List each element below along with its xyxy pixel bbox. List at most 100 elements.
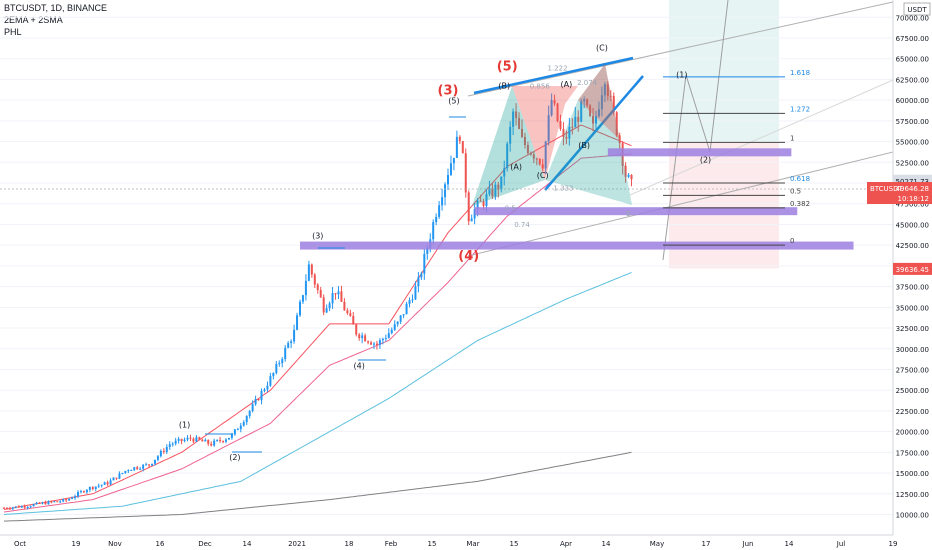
x-tick-label: Dec: [198, 540, 212, 548]
candle: [106, 480, 109, 487]
candle-body: [195, 437, 198, 442]
candle-body: [322, 297, 325, 313]
candle: [275, 361, 278, 375]
candle: [17, 505, 20, 508]
y-tick-label: 55000.00: [896, 139, 929, 147]
candle: [600, 86, 603, 117]
candle-body: [571, 126, 574, 128]
candle: [284, 345, 287, 362]
candle: [254, 395, 257, 406]
candle: [290, 339, 293, 349]
candle: [461, 140, 464, 154]
candle: [455, 130, 458, 158]
y-tick-label: 67500.00: [896, 35, 929, 43]
candle-body: [358, 334, 361, 339]
x-tick-label: Jul: [836, 540, 846, 548]
ratio-label: 1.222: [547, 64, 567, 72]
y-tick-label: 25000.00: [896, 387, 929, 395]
candle: [500, 176, 503, 193]
candle: [310, 263, 313, 278]
candle: [375, 340, 378, 350]
candle-body: [393, 324, 396, 330]
y-tick-label: 37500.00: [896, 284, 929, 292]
ema-fast-line: [3, 124, 632, 510]
candle: [127, 469, 130, 474]
candle-body: [159, 450, 162, 457]
candle-body: [547, 115, 550, 142]
candle: [597, 101, 600, 118]
candle: [378, 338, 381, 349]
candle: [20, 505, 23, 508]
candle: [432, 219, 435, 245]
candle: [595, 110, 597, 131]
wave-label: (3): [312, 232, 323, 241]
candle-body: [384, 337, 387, 340]
candle-body: [201, 439, 204, 442]
fib-level-label: 0: [790, 237, 794, 245]
candle: [269, 372, 272, 387]
candle-body: [319, 289, 322, 298]
candle-body: [378, 340, 381, 345]
candle: [198, 436, 201, 441]
candle: [266, 381, 269, 393]
indicators-label[interactable]: 2EMA + 2SMA: [4, 15, 63, 25]
candle: [387, 328, 390, 339]
candle: [364, 333, 367, 342]
candle: [562, 122, 565, 146]
candle: [159, 449, 162, 458]
candle: [85, 488, 88, 494]
y-tick-label: 47500.00: [896, 201, 929, 209]
candle: [390, 327, 393, 335]
candle: [189, 434, 192, 441]
support-zone: [300, 241, 854, 250]
candle-body: [94, 486, 97, 490]
candle-body: [615, 112, 618, 136]
candle-body: [423, 253, 426, 274]
candle-body: [148, 464, 151, 466]
candle: [583, 96, 586, 109]
candle: [278, 360, 281, 367]
low-price-tag: [893, 262, 932, 275]
candle-body: [145, 464, 148, 466]
wave-label-major: (5): [497, 59, 518, 74]
candle: [77, 490, 79, 499]
candle-body: [65, 499, 68, 501]
candle: [414, 281, 417, 300]
candle-body: [592, 115, 595, 124]
candle-body: [600, 95, 603, 110]
candle: [59, 500, 62, 503]
candle: [328, 301, 331, 311]
background-layer: [669, 0, 779, 269]
symbol-title[interactable]: BTCUSDT, 1D, BINANCE: [4, 3, 108, 13]
candle: [251, 400, 254, 413]
candle-body: [447, 175, 449, 185]
candle: [399, 315, 402, 325]
x-tick-label: 15: [428, 540, 437, 548]
candle-body: [189, 437, 192, 439]
candle: [156, 455, 159, 462]
candle: [5, 507, 8, 510]
candle: [301, 294, 304, 304]
candle-body: [53, 501, 56, 503]
candle: [449, 155, 452, 176]
candle: [447, 168, 449, 190]
candle-body: [556, 103, 559, 122]
x-tick-label: 14: [602, 540, 611, 548]
candle: [340, 285, 343, 302]
study-label[interactable]: PHL: [4, 27, 22, 37]
candle-body: [370, 342, 373, 345]
candle-body: [263, 389, 266, 391]
candle: [618, 132, 621, 149]
candle: [239, 422, 242, 433]
candle-body: [242, 422, 245, 426]
candle: [121, 472, 124, 475]
candle: [381, 337, 384, 345]
candle-body: [488, 188, 491, 195]
candle-body: [461, 141, 464, 154]
candle: [14, 506, 17, 509]
candle-body: [352, 315, 355, 325]
candle-body: [521, 128, 523, 137]
candle-body: [227, 437, 230, 440]
candle: [352, 311, 355, 325]
